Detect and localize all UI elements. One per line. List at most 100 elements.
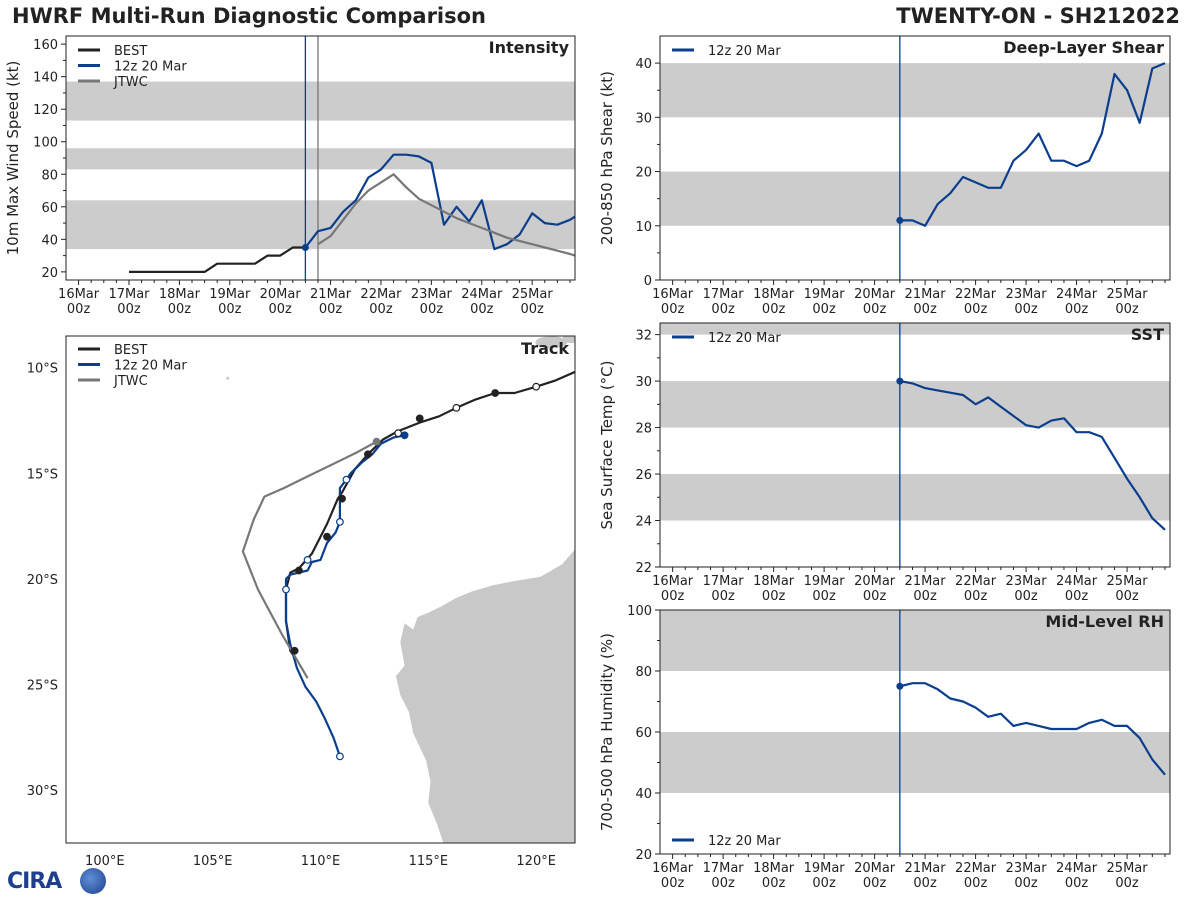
lon-tick-label: 100°E	[85, 854, 125, 869]
shade-band-2	[66, 81, 575, 121]
lon-tick-label: 110°E	[301, 854, 341, 869]
legend-label: BEST	[114, 44, 147, 59]
y-tick-label: 100	[627, 604, 652, 619]
shade-band-0	[660, 732, 1170, 793]
x-tick-label-day: 16Mar	[652, 574, 694, 589]
x-tick-label-hour: 00z	[1115, 589, 1139, 604]
x-tick-label-day: 19Mar	[804, 861, 846, 876]
x-tick-label-hour: 00z	[168, 302, 192, 317]
island-christmas	[226, 376, 230, 380]
shade-band-1	[660, 381, 1170, 428]
track-position-marker	[303, 556, 312, 564]
x-tick-label-hour: 00z	[1065, 589, 1089, 604]
track-position-marker	[415, 414, 424, 423]
x-tick-label-day: 19Mar	[804, 287, 846, 302]
x-tick-label-day: 23Mar	[1006, 574, 1048, 589]
shade-band-0	[66, 200, 575, 250]
x-tick-label-day: 23Mar	[411, 287, 453, 302]
x-tick-label-hour: 00z	[913, 876, 937, 891]
x-tick-label-day: 18Mar	[753, 861, 795, 876]
legend-label: 12z 20 Mar	[114, 60, 187, 75]
x-tick-label-hour: 00z	[762, 589, 786, 604]
legend-label: 12z 20 Mar	[708, 44, 781, 59]
storm-id-title: TWENTY-ON - SH212022	[896, 4, 1180, 28]
track-position-marker	[452, 403, 461, 412]
x-tick-label-day: 18Mar	[159, 287, 201, 302]
x-tick-label-hour: 00z	[218, 302, 242, 317]
y-tick-label: 60	[41, 201, 58, 216]
shade-band-1	[66, 148, 575, 170]
x-tick-label-day: 17Mar	[108, 287, 150, 302]
panel-track: 100°E 105°E 110°E 115°E 120°E 10°S 15°S 20°S 25°…	[27, 335, 576, 869]
x-tick-label-day: 21Mar	[905, 861, 947, 876]
track-position-marker	[400, 431, 409, 440]
x-tick-label-day: 24Mar	[1056, 861, 1098, 876]
x-tick-label-day: 21Mar	[310, 287, 352, 302]
x-tick-label-hour: 00z	[661, 302, 685, 317]
track-position-marker	[290, 646, 299, 655]
panel-title: Mid-Level RH	[1045, 612, 1164, 631]
lat-tick-label: 10°S	[27, 362, 58, 377]
panel-title: Track	[521, 339, 569, 358]
init-point-marker	[896, 216, 904, 224]
legend-label: JTWC	[113, 374, 148, 389]
x-tick-label-day: 19Mar	[209, 287, 251, 302]
x-tick-label-hour: 00z	[964, 302, 988, 317]
track-position-marker	[491, 389, 500, 397]
track-position-marker	[336, 752, 344, 761]
y-tick-label: 30	[635, 111, 652, 126]
y-tick-label: 0	[644, 274, 652, 289]
init-point-marker	[896, 682, 904, 690]
series-line-12z-20-mar	[304, 153, 576, 251]
x-tick-label-hour: 00z	[319, 302, 343, 317]
y-axis-label: 10m Max Wind Speed (kt)	[4, 61, 22, 256]
x-tick-label-day: 21Mar	[905, 574, 947, 589]
x-tick-label-day: 16Mar	[652, 861, 694, 876]
y-tick-label: 100	[33, 136, 58, 151]
x-tick-label-hour: 00z	[762, 876, 786, 891]
track-position-marker	[338, 494, 346, 503]
track-position-marker	[323, 532, 331, 541]
y-tick-label: 120	[33, 103, 58, 118]
x-tick-label-hour: 00z	[964, 876, 988, 891]
y-tick-label: 80	[41, 168, 58, 183]
x-tick-label-hour: 00z	[711, 589, 735, 604]
cira-globe-icon	[80, 868, 106, 894]
x-tick-label-hour: 00z	[812, 876, 836, 891]
legend-label: 12z 20 Mar	[114, 359, 187, 374]
x-tick-label-hour: 00z	[1065, 302, 1089, 317]
shade-band-0	[660, 474, 1170, 521]
x-tick-label-day: 17Mar	[703, 574, 745, 589]
y-tick-label: 24	[635, 515, 652, 530]
lat-tick-label: 15°S	[27, 467, 58, 482]
y-tick-label: 30	[635, 375, 652, 390]
x-tick-label-hour: 00z	[661, 589, 685, 604]
series-line-12z-20-mar	[899, 62, 1166, 227]
track-position-marker	[282, 585, 290, 594]
y-tick-label: 40	[41, 233, 58, 248]
x-tick-label-hour: 00z	[117, 302, 141, 317]
x-tick-label-hour: 00z	[520, 302, 544, 317]
x-tick-label-day: 24Mar	[461, 287, 503, 302]
x-tick-label-hour: 00z	[711, 302, 735, 317]
track-position-marker	[394, 429, 403, 438]
series-line-12z-20-mar	[899, 380, 1166, 531]
x-tick-label-hour: 00z	[420, 302, 444, 317]
track-map-area	[226, 336, 575, 843]
x-tick-label-hour: 00z	[863, 589, 887, 604]
shade-band-2	[660, 323, 1170, 335]
x-tick-label-day: 20Mar	[854, 861, 896, 876]
y-axis-label: 200-850 hPa Shear (kt)	[598, 71, 616, 245]
shade-band-1	[660, 63, 1170, 118]
series-line-12z-20-mar	[899, 682, 1166, 776]
legend-label: 12z 20 Mar	[708, 331, 781, 346]
y-tick-label: 10	[635, 220, 652, 235]
track-position-marker	[372, 437, 381, 446]
x-tick-label-hour: 00z	[268, 302, 292, 317]
y-tick-label: 20	[635, 848, 652, 863]
y-tick-label: 20	[635, 166, 652, 181]
legend-label: JTWC	[113, 75, 148, 90]
y-tick-label: 140	[33, 71, 58, 86]
lat-tick-label: 30°S	[27, 784, 58, 799]
x-tick-label-day: 22Mar	[955, 861, 997, 876]
